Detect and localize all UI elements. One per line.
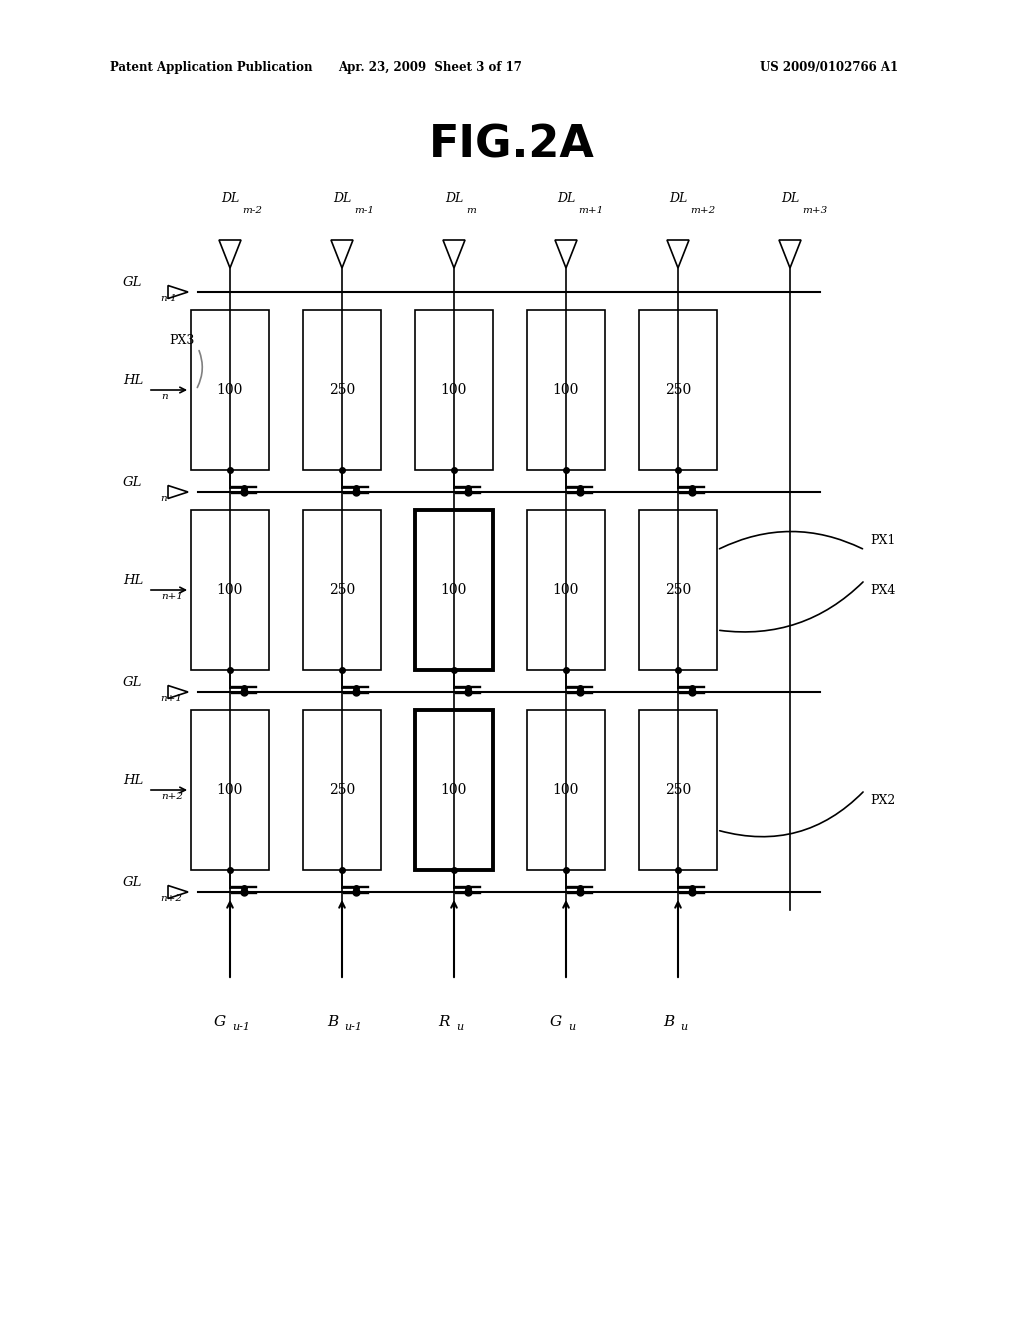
Text: DL: DL bbox=[669, 191, 687, 205]
Text: 250: 250 bbox=[665, 583, 691, 597]
Bar bbox=[191, 310, 269, 470]
Bar bbox=[639, 310, 717, 470]
Bar bbox=[415, 310, 493, 470]
Bar bbox=[303, 710, 381, 870]
Text: m+2: m+2 bbox=[690, 206, 715, 215]
Text: 100: 100 bbox=[217, 783, 243, 797]
Bar bbox=[527, 310, 605, 470]
Text: HL: HL bbox=[123, 774, 143, 787]
Text: PX4: PX4 bbox=[870, 583, 895, 597]
Text: Patent Application Publication: Patent Application Publication bbox=[110, 62, 312, 74]
Text: Apr. 23, 2009  Sheet 3 of 17: Apr. 23, 2009 Sheet 3 of 17 bbox=[338, 62, 522, 74]
Text: 250: 250 bbox=[329, 383, 355, 397]
Text: GL: GL bbox=[123, 876, 142, 888]
Bar bbox=[191, 510, 269, 671]
Text: FIG.2A: FIG.2A bbox=[429, 124, 595, 166]
Bar bbox=[639, 710, 717, 870]
Text: 250: 250 bbox=[329, 583, 355, 597]
Bar bbox=[303, 310, 381, 470]
Text: DL: DL bbox=[333, 191, 351, 205]
Text: B: B bbox=[663, 1015, 674, 1030]
Bar bbox=[303, 510, 381, 671]
Text: GL: GL bbox=[123, 477, 142, 488]
Text: m+3: m+3 bbox=[802, 206, 827, 215]
Text: u-1: u-1 bbox=[232, 1022, 250, 1032]
Text: GL: GL bbox=[123, 276, 142, 289]
Text: m-1: m-1 bbox=[354, 206, 374, 215]
Text: 250: 250 bbox=[329, 783, 355, 797]
Text: DL: DL bbox=[781, 191, 799, 205]
Text: n+2: n+2 bbox=[160, 894, 182, 903]
Bar bbox=[191, 710, 269, 870]
Text: m: m bbox=[466, 206, 476, 215]
Text: DL: DL bbox=[444, 191, 463, 205]
Text: R: R bbox=[438, 1015, 450, 1030]
Bar bbox=[527, 710, 605, 870]
Text: GL: GL bbox=[123, 676, 142, 689]
Text: B: B bbox=[327, 1015, 338, 1030]
Text: n+2: n+2 bbox=[161, 792, 183, 801]
Text: 100: 100 bbox=[440, 383, 467, 397]
Text: n: n bbox=[161, 392, 168, 401]
Text: u: u bbox=[680, 1022, 687, 1032]
Text: PX3: PX3 bbox=[170, 334, 195, 346]
Text: 250: 250 bbox=[665, 783, 691, 797]
Text: US 2009/0102766 A1: US 2009/0102766 A1 bbox=[760, 62, 898, 74]
Text: 100: 100 bbox=[217, 383, 243, 397]
Text: 100: 100 bbox=[553, 583, 580, 597]
Bar bbox=[639, 510, 717, 671]
Text: G: G bbox=[550, 1015, 562, 1030]
Text: PX1: PX1 bbox=[870, 533, 895, 546]
Text: n+1: n+1 bbox=[161, 591, 183, 601]
Text: u: u bbox=[456, 1022, 463, 1032]
Text: HL: HL bbox=[123, 574, 143, 587]
Text: 100: 100 bbox=[440, 583, 467, 597]
Text: HL: HL bbox=[123, 374, 143, 387]
Text: PX2: PX2 bbox=[870, 793, 895, 807]
Text: 250: 250 bbox=[665, 383, 691, 397]
Text: DL: DL bbox=[557, 191, 575, 205]
Text: u: u bbox=[568, 1022, 575, 1032]
Text: m-2: m-2 bbox=[242, 206, 262, 215]
Bar bbox=[415, 710, 493, 870]
Text: 100: 100 bbox=[553, 783, 580, 797]
Text: n+1: n+1 bbox=[160, 694, 182, 704]
Text: 100: 100 bbox=[553, 383, 580, 397]
Text: m+1: m+1 bbox=[578, 206, 603, 215]
Text: n: n bbox=[160, 494, 167, 503]
Text: n-1: n-1 bbox=[160, 294, 177, 304]
Text: G: G bbox=[214, 1015, 226, 1030]
Text: 100: 100 bbox=[217, 583, 243, 597]
Text: 100: 100 bbox=[440, 783, 467, 797]
Text: u-1: u-1 bbox=[344, 1022, 362, 1032]
Bar bbox=[415, 510, 493, 671]
Bar bbox=[527, 510, 605, 671]
Text: DL: DL bbox=[221, 191, 240, 205]
